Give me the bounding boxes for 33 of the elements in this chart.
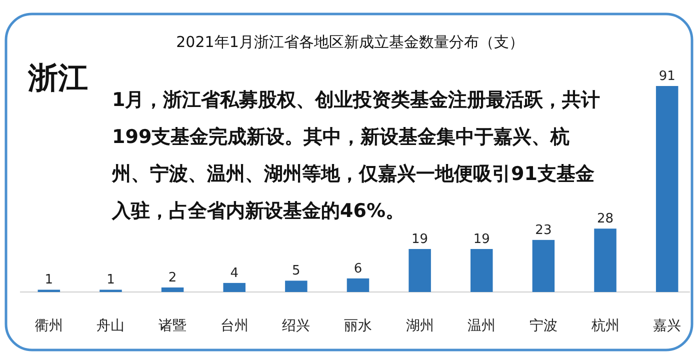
data-label: 5 (292, 264, 300, 279)
bar (656, 86, 678, 292)
data-label: 19 (473, 232, 490, 247)
x-tick-label: 宁波 (529, 318, 558, 334)
bar (346, 278, 370, 292)
x-tick-label: 舟山 (96, 318, 125, 334)
data-label: 91 (658, 69, 676, 84)
bar (594, 228, 616, 292)
bar (470, 248, 493, 292)
annotation: 浙江 (27, 61, 88, 96)
data-label: 1 (106, 272, 115, 288)
x-tick-label: 诸暨 (158, 318, 187, 334)
chart-title: 2021年1月浙江省各地区新成立基金数量分布（支） (176, 33, 524, 51)
data-label: 6 (354, 261, 362, 276)
x-tick-label: 温州 (468, 318, 496, 334)
data-label: 28 (597, 212, 614, 227)
data-label: 4 (230, 266, 239, 281)
data-label: 19 (412, 232, 428, 247)
bar (285, 280, 308, 292)
x-tick-label: 衢州 (34, 318, 63, 334)
x-tick-label: 嘉兴 (653, 318, 682, 334)
bar (223, 282, 246, 292)
data-label: 23 (535, 222, 552, 238)
x-tick-label: 绍兴 (282, 318, 310, 334)
data-label: 2 (168, 270, 177, 286)
x-tick-label: 杭州 (590, 318, 620, 334)
bar (161, 287, 184, 292)
x-tick-label: 丽水 (344, 318, 372, 334)
x-tick-label: 湖州 (406, 318, 434, 334)
x-tick-label: 台州 (220, 318, 248, 334)
data-label: 1 (44, 272, 54, 288)
bar (532, 240, 555, 292)
bar (408, 248, 431, 292)
